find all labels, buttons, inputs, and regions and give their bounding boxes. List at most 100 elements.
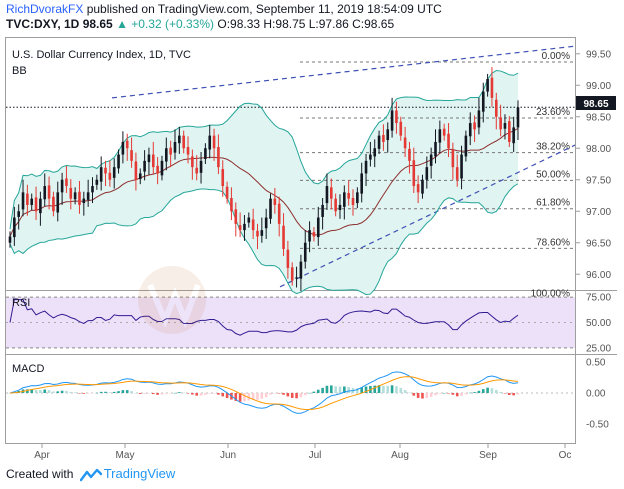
candle-body — [343, 192, 346, 207]
watermark-glyph — [147, 283, 201, 329]
macd-histogram-bar — [204, 393, 207, 395]
watermark-seal — [138, 266, 206, 334]
macd-histogram-bar — [160, 393, 164, 395]
candle-body — [334, 198, 337, 212]
candle-body — [421, 179, 424, 194]
macd-histogram-bar — [82, 393, 86, 394]
candle-body — [43, 186, 47, 200]
macd-histogram-bar — [468, 392, 472, 394]
candle-body — [243, 223, 246, 231]
macd-histogram-bar — [34, 390, 38, 393]
candle-body — [329, 187, 333, 199]
fib-level-label: 38.20% — [536, 142, 570, 153]
candle-body — [117, 154, 120, 169]
created-with-label: Created with — [6, 467, 74, 481]
candle-body — [247, 217, 251, 223]
macd-histogram-bar — [312, 391, 316, 393]
macd-histogram-bar — [503, 393, 507, 394]
macd-histogram-bar — [151, 393, 155, 395]
macd-histogram-bar — [512, 393, 515, 396]
macd-histogram-bar — [147, 393, 151, 394]
candle-body — [143, 160, 146, 172]
macd-histogram-bar — [60, 390, 64, 393]
candle-body — [95, 179, 99, 185]
candle-body — [156, 165, 159, 174]
candle-body — [499, 117, 502, 130]
macd-histogram-bar — [303, 393, 307, 396]
macd-histogram-bar — [95, 392, 99, 394]
candle-body — [195, 167, 199, 174]
macd-histogram-bar — [447, 393, 450, 394]
macd-histogram-bar — [412, 393, 416, 396]
macd-histogram-bar — [178, 392, 181, 393]
macd-histogram-bar — [438, 393, 442, 394]
price-change: ▲ +0.32 (+0.33%) — [116, 17, 215, 31]
macd-histogram-bar — [199, 393, 203, 396]
macd-histogram-bar — [69, 391, 73, 393]
macd-histogram-bar — [143, 393, 146, 394]
macd-histogram-bar — [134, 392, 138, 394]
macd-histogram-bar — [234, 393, 238, 401]
candle-body — [399, 121, 403, 136]
candle-body — [217, 146, 220, 168]
candle-body — [225, 186, 229, 199]
candle-body — [473, 122, 476, 130]
candle-body — [338, 204, 342, 210]
macd-histogram-bar — [295, 393, 298, 399]
macd-histogram-bar — [112, 391, 116, 393]
macd-histogram-bar — [195, 393, 199, 396]
macd-histogram-bar — [273, 393, 277, 394]
candle-body — [486, 78, 489, 92]
macd-histogram-bar — [78, 393, 81, 394]
macd-histogram-bar — [238, 393, 242, 402]
candle-body — [481, 91, 485, 112]
candle-body — [21, 192, 25, 210]
macd-histogram-bar — [473, 392, 476, 393]
macd-histogram-bar — [156, 393, 159, 395]
candle-body — [269, 198, 272, 219]
macd-histogram-bar — [451, 393, 455, 395]
candle-body — [512, 127, 515, 144]
macd-histogram-bar — [386, 385, 390, 393]
candle-body — [204, 148, 207, 159]
rsi-title: RSI — [12, 297, 30, 309]
macd-histogram-bar — [173, 392, 177, 394]
macd-histogram-bar — [425, 393, 429, 399]
macd-histogram-bar — [429, 393, 433, 397]
candle-body — [382, 135, 385, 142]
macd-histogram-bar — [486, 387, 489, 393]
price-tick-label: 96.50 — [586, 238, 611, 249]
candle-body — [390, 110, 394, 131]
macd-histogram-bar — [121, 390, 125, 393]
time-tick-label: May — [116, 450, 135, 461]
macd-histogram-bar — [212, 393, 216, 394]
rsi-tick-label: 25.00 — [586, 343, 611, 354]
candle-body — [264, 217, 268, 229]
candle-body — [282, 225, 285, 250]
candle-body — [108, 172, 112, 180]
candle-body — [47, 185, 51, 199]
macd-histogram-bar — [251, 393, 255, 401]
macd-histogram-bar — [56, 391, 60, 393]
author-link[interactable]: RichDvorakFX — [6, 2, 84, 16]
macd-histogram-bar — [43, 389, 47, 393]
macd-histogram-bar — [52, 391, 55, 393]
macd-histogram-bar — [165, 393, 168, 394]
macd-histogram-bar — [26, 389, 29, 393]
candle-body — [65, 178, 68, 187]
macd-histogram-bar — [325, 385, 329, 393]
macd-histogram-bar — [460, 393, 463, 396]
candle-body — [451, 149, 455, 168]
macd-histogram-bar — [91, 393, 94, 394]
fib-level-label: 100.00% — [531, 288, 571, 299]
candle-body — [312, 232, 316, 237]
macd-histogram-bar — [481, 389, 485, 393]
macd-histogram-bar — [321, 387, 324, 393]
macd-histogram-bar — [125, 390, 129, 393]
candle-body — [160, 160, 164, 176]
macd-histogram-bar — [395, 386, 398, 393]
candle-body — [290, 267, 294, 281]
candle-body — [468, 123, 472, 137]
tradingview-brand-link[interactable]: TradingView — [103, 466, 176, 481]
